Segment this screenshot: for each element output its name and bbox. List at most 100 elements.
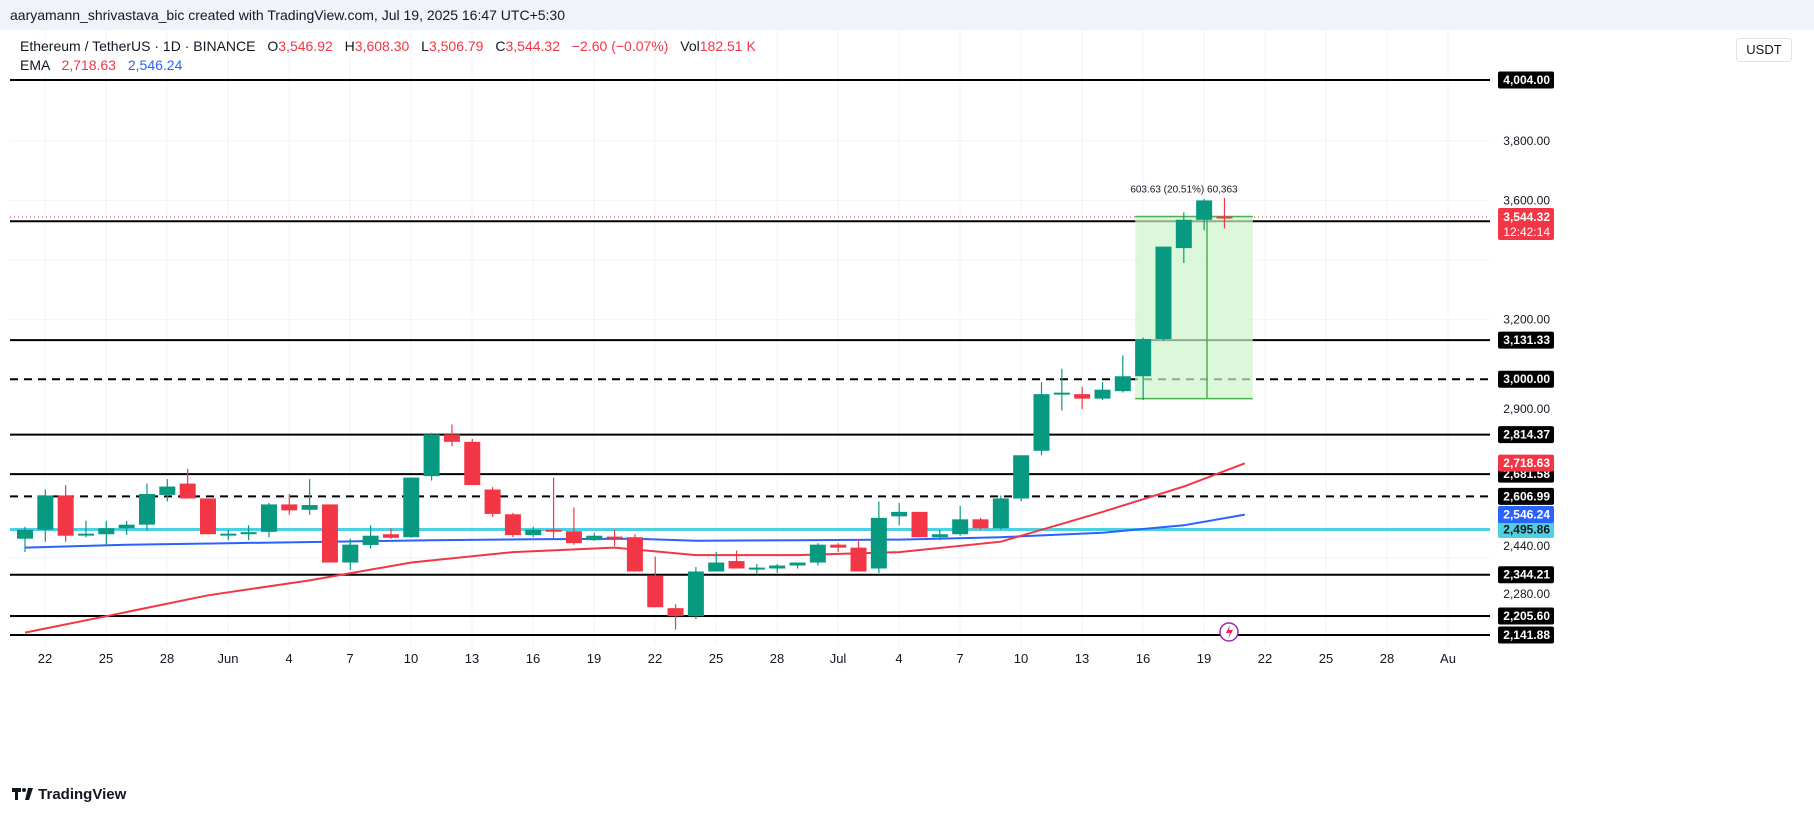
symbol-legend: Ethereum / TetherUS · 1D · BINANCE O3,54… <box>20 38 756 54</box>
time-axis-label: 19 <box>587 651 601 666</box>
candle-body[interactable] <box>199 498 216 535</box>
time-axis-label: 28 <box>770 651 784 666</box>
level-price-label: 2,344.21 <box>1503 568 1550 582</box>
candle-body[interactable] <box>545 529 562 532</box>
candle-body[interactable] <box>281 504 298 511</box>
candle-body[interactable] <box>586 535 603 541</box>
time-axis-label: 7 <box>956 651 963 666</box>
candle-body[interactable] <box>1196 200 1213 220</box>
candle-body[interactable] <box>972 519 989 529</box>
time-axis-label: 28 <box>1380 651 1394 666</box>
level-price-label: 2,606.99 <box>1503 489 1550 503</box>
candle-body[interactable] <box>240 532 257 535</box>
tradingview-brand: TradingView <box>12 786 126 803</box>
ema-fast-value: 2,718.63 <box>61 57 116 73</box>
candle-body[interactable] <box>17 529 33 539</box>
symbol-title[interactable]: Ethereum / TetherUS · 1D · BINANCE <box>20 38 256 54</box>
candle-body[interactable] <box>789 562 806 566</box>
candle-body[interactable] <box>992 498 1009 529</box>
candle-body[interactable] <box>687 571 704 617</box>
candle-body[interactable] <box>1013 455 1030 499</box>
measure-label: 603.63 (20.51%) 60,363 <box>1130 185 1238 196</box>
candle-body[interactable] <box>382 534 399 538</box>
candle-body[interactable] <box>850 547 867 572</box>
candle-body[interactable] <box>138 493 155 525</box>
candle-body[interactable] <box>1114 376 1131 392</box>
measure-range-box[interactable] <box>1135 216 1253 399</box>
candle-body[interactable] <box>37 495 54 530</box>
candle-body[interactable] <box>891 511 908 517</box>
time-axis-label: 28 <box>160 651 174 666</box>
candle-body[interactable] <box>484 489 501 514</box>
time-axis-label: Jun <box>218 651 239 666</box>
chart-caption: aaryamann_shrivastava_bic created with T… <box>10 7 566 23</box>
ema-legend: EMA 2,718.63 2,546.24 <box>20 57 182 73</box>
candle-body[interactable] <box>1175 219 1192 249</box>
candle-body[interactable] <box>1094 389 1111 399</box>
candle-body[interactable] <box>1155 246 1172 340</box>
level-price-label-bg <box>1498 487 1554 505</box>
level-price-label-bg <box>1498 566 1554 584</box>
candle-body[interactable] <box>830 544 847 548</box>
candle-body[interactable] <box>667 608 684 617</box>
candle-body[interactable] <box>870 517 887 569</box>
candle-body[interactable] <box>321 504 338 563</box>
time-axis-label: 22 <box>1258 651 1272 666</box>
ema-label[interactable]: EMA <box>20 57 50 73</box>
candle-body[interactable] <box>1135 339 1152 377</box>
candle-body[interactable] <box>525 529 542 536</box>
level-price-label: 3,131.33 <box>1503 333 1550 347</box>
time-axis-label: 22 <box>38 651 52 666</box>
candle-body[interactable] <box>1216 216 1233 219</box>
candle-body[interactable] <box>362 535 379 545</box>
candle-body[interactable] <box>728 561 745 569</box>
time-axis-label: 13 <box>465 651 479 666</box>
time-axis-label: 4 <box>895 651 902 666</box>
last-price-label-bg <box>1498 208 1554 241</box>
ema-price-label: 2,718.63 <box>1503 456 1550 470</box>
candle-body[interactable] <box>118 524 135 529</box>
candle-body[interactable] <box>77 533 94 536</box>
currency-button[interactable]: USDT <box>1736 38 1792 62</box>
time-axis-label: 25 <box>99 651 113 666</box>
level-price-label: 2,205.60 <box>1503 609 1550 623</box>
candle-body[interactable] <box>931 534 948 538</box>
candle-body[interactable] <box>952 519 969 535</box>
ema-price-label-bg <box>1498 505 1554 523</box>
candle-body[interactable] <box>179 483 196 499</box>
price-chart[interactable]: 603.63 (20.51%) 60,363 3,800.00 3,600.00 3… <box>0 30 1814 780</box>
ema-slow-line[interactable] <box>24 513 1245 549</box>
candle-body[interactable] <box>911 511 928 538</box>
close-label: C <box>495 38 506 54</box>
ema-fast-line[interactable] <box>24 462 1246 634</box>
ema-price-label: 2,546.24 <box>1503 507 1550 521</box>
last-price-label: 3,544.32 <box>1503 210 1550 224</box>
candle-body[interactable] <box>403 477 420 538</box>
candle-body[interactable] <box>260 504 277 532</box>
candle-body[interactable] <box>809 544 826 563</box>
candle-body[interactable] <box>301 505 318 510</box>
candle-body[interactable] <box>647 575 664 608</box>
candle-body[interactable] <box>423 434 440 477</box>
candle-body[interactable] <box>1053 392 1070 395</box>
candle-body[interactable] <box>708 562 725 572</box>
level-price-label-bg <box>1498 71 1554 89</box>
candle-body[interactable] <box>565 531 582 544</box>
candle-body[interactable] <box>220 533 237 536</box>
candle-body[interactable] <box>443 434 460 442</box>
candle-body[interactable] <box>748 567 765 570</box>
candle-body[interactable] <box>606 536 623 539</box>
candle-body[interactable] <box>342 544 359 563</box>
low-value: 3,506.79 <box>428 38 484 54</box>
candle-body[interactable] <box>464 441 481 486</box>
brand-text: TradingView <box>38 786 127 803</box>
candle-body[interactable] <box>98 528 115 535</box>
candle-body[interactable] <box>57 495 74 536</box>
candle-body[interactable] <box>159 486 176 495</box>
candle-body[interactable] <box>626 537 643 572</box>
candle-body[interactable] <box>769 565 786 569</box>
candle-body[interactable] <box>504 514 521 536</box>
time-axis-label: 25 <box>1319 651 1333 666</box>
candle-body[interactable] <box>1074 394 1091 399</box>
candle-body[interactable] <box>1033 394 1050 451</box>
